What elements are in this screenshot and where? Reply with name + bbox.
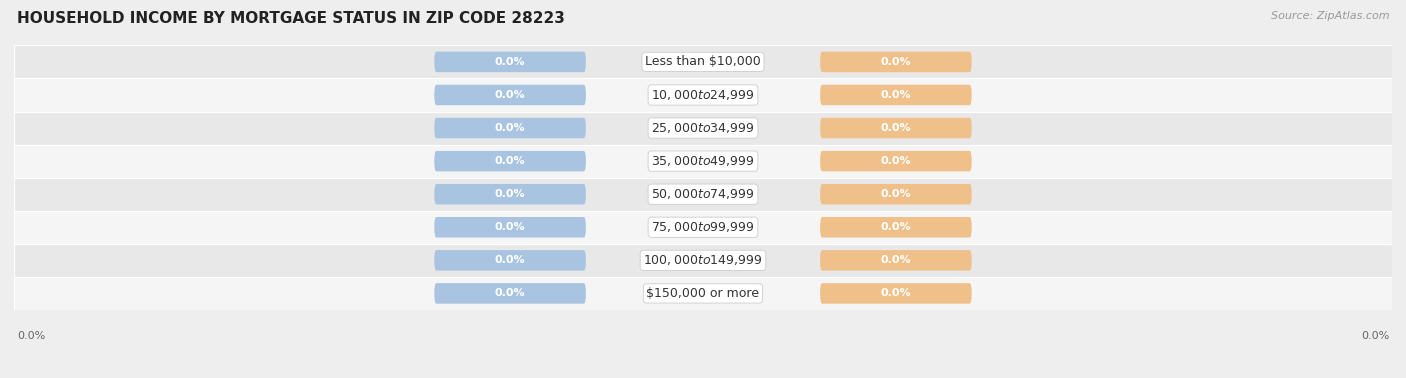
Text: 0.0%: 0.0% <box>880 90 911 100</box>
FancyBboxPatch shape <box>434 283 586 304</box>
FancyBboxPatch shape <box>434 151 586 171</box>
FancyBboxPatch shape <box>820 85 972 105</box>
Bar <box>14 277 1392 310</box>
Text: $25,000 to $34,999: $25,000 to $34,999 <box>651 121 755 135</box>
Text: 0.0%: 0.0% <box>880 156 911 166</box>
Text: 0.0%: 0.0% <box>495 156 526 166</box>
Text: 0.0%: 0.0% <box>495 90 526 100</box>
Bar <box>14 244 1392 277</box>
Bar <box>14 45 1392 79</box>
FancyBboxPatch shape <box>434 52 586 72</box>
FancyBboxPatch shape <box>434 250 586 271</box>
Text: 0.0%: 0.0% <box>880 256 911 265</box>
FancyBboxPatch shape <box>434 85 586 105</box>
Text: 0.0%: 0.0% <box>1361 332 1389 341</box>
Text: 0.0%: 0.0% <box>495 123 526 133</box>
FancyBboxPatch shape <box>820 217 972 237</box>
FancyBboxPatch shape <box>820 250 972 271</box>
FancyBboxPatch shape <box>820 118 972 138</box>
Text: 0.0%: 0.0% <box>495 57 526 67</box>
Text: $10,000 to $24,999: $10,000 to $24,999 <box>651 88 755 102</box>
FancyBboxPatch shape <box>820 184 972 204</box>
Text: 0.0%: 0.0% <box>495 222 526 232</box>
Text: Less than $10,000: Less than $10,000 <box>645 56 761 68</box>
Text: Source: ZipAtlas.com: Source: ZipAtlas.com <box>1271 11 1389 21</box>
FancyBboxPatch shape <box>820 151 972 171</box>
Text: 0.0%: 0.0% <box>17 332 45 341</box>
Text: HOUSEHOLD INCOME BY MORTGAGE STATUS IN ZIP CODE 28223: HOUSEHOLD INCOME BY MORTGAGE STATUS IN Z… <box>17 11 565 26</box>
FancyBboxPatch shape <box>434 184 586 204</box>
Text: 0.0%: 0.0% <box>880 189 911 199</box>
Text: $150,000 or more: $150,000 or more <box>647 287 759 300</box>
Text: 0.0%: 0.0% <box>495 189 526 199</box>
Text: $75,000 to $99,999: $75,000 to $99,999 <box>651 220 755 234</box>
Text: $35,000 to $49,999: $35,000 to $49,999 <box>651 154 755 168</box>
FancyBboxPatch shape <box>434 217 586 237</box>
Bar <box>14 112 1392 145</box>
Bar <box>14 145 1392 178</box>
Text: 0.0%: 0.0% <box>495 256 526 265</box>
Text: 0.0%: 0.0% <box>880 288 911 298</box>
FancyBboxPatch shape <box>820 52 972 72</box>
Text: $100,000 to $149,999: $100,000 to $149,999 <box>644 253 762 267</box>
Text: 0.0%: 0.0% <box>880 57 911 67</box>
FancyBboxPatch shape <box>820 283 972 304</box>
Bar <box>14 211 1392 244</box>
Bar <box>14 178 1392 211</box>
Text: $50,000 to $74,999: $50,000 to $74,999 <box>651 187 755 201</box>
Text: 0.0%: 0.0% <box>880 222 911 232</box>
Bar <box>14 79 1392 112</box>
Text: 0.0%: 0.0% <box>880 123 911 133</box>
Text: 0.0%: 0.0% <box>495 288 526 298</box>
FancyBboxPatch shape <box>434 118 586 138</box>
